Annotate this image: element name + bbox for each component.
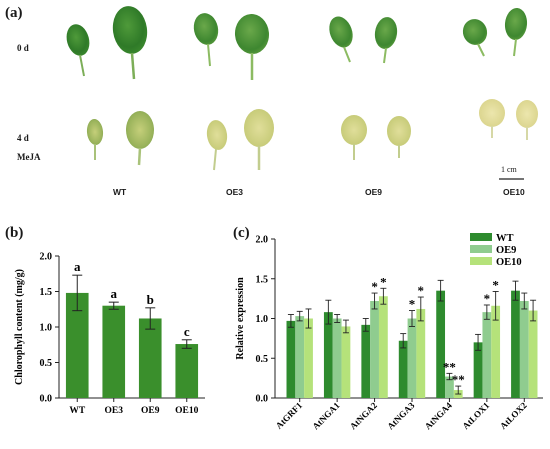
leaf-oe10-0d-small <box>462 19 488 57</box>
y-tick-label: 1.0 <box>256 314 269 325</box>
bar <box>304 318 313 398</box>
y-axis-title: Chlorophyll content (mg/g) <box>14 269 25 385</box>
genotype-label-wt: WT <box>113 187 127 197</box>
y-tick-label: 2.0 <box>256 235 269 246</box>
bar <box>361 324 371 398</box>
leaf-wt-0d-large <box>112 6 148 80</box>
bar <box>445 376 454 398</box>
bar <box>286 320 296 398</box>
legend-label: WT <box>496 233 514 244</box>
significance-marker: * <box>418 283 425 298</box>
bar <box>332 318 342 398</box>
bar <box>398 340 408 398</box>
bar <box>341 326 351 398</box>
panel-a-letter: (a) <box>5 5 23 21</box>
bar <box>473 342 483 398</box>
y-tick-label: 1.0 <box>40 323 53 334</box>
y-tick-label: 1.5 <box>40 287 53 298</box>
scale-bar-label: 1 cm <box>501 165 517 174</box>
significance-marker: * <box>492 277 499 292</box>
y-tick-label: 0.0 <box>40 394 53 405</box>
significance-marker: * <box>380 274 387 289</box>
y-tick-label: 0.0 <box>256 394 269 405</box>
row-label-day0: 0 d <box>17 43 29 53</box>
bar <box>491 305 501 398</box>
x-tick-label: AtNGA3 <box>385 400 416 431</box>
bar <box>436 290 446 398</box>
x-tick-label: WT <box>69 406 86 416</box>
row-label-day4: 4 d <box>17 133 29 143</box>
leaf-oe10-4d-small <box>479 99 505 138</box>
panel-c-letter: (c) <box>233 225 250 241</box>
bar <box>511 290 520 398</box>
x-tick-label: AtNGA4 <box>423 400 454 431</box>
legend-swatch <box>470 257 492 265</box>
legend-swatch <box>470 245 492 253</box>
y-tick-label: 2.0 <box>40 252 53 263</box>
genotype-label-oe3: OE3 <box>226 187 244 197</box>
x-tick-label: AtGRF1 <box>274 400 305 431</box>
bar <box>323 312 333 398</box>
genotype-label-oe10: OE10 <box>503 187 525 197</box>
bar <box>65 292 89 398</box>
leaf-photo-grid <box>66 6 538 180</box>
x-tick-label: AtLOX2 <box>498 400 529 431</box>
leaf-oe10-0d-large <box>504 8 528 57</box>
y-tick-label: 0.5 <box>40 358 53 369</box>
x-tick-label: AtLOX1 <box>461 400 492 431</box>
leaf-oe9-0d-large <box>374 17 398 64</box>
x-tick-label: AtNGA2 <box>348 400 379 431</box>
x-tick-label: OE9 <box>141 406 160 416</box>
leaf-oe3-0d-small <box>193 13 219 67</box>
leaf-oe3-4d-small <box>206 120 228 171</box>
leaf-oe3-0d-large <box>234 14 270 80</box>
bar <box>175 344 199 398</box>
leaf-wt-4d-large <box>126 111 154 166</box>
leaf-oe9-4d-large <box>387 116 411 158</box>
x-tick-label: AtNGA1 <box>310 400 341 431</box>
significance-marker: * <box>371 279 378 294</box>
chlorophyll-chart: 0.0 0.5 1.0 1.5 2.0 Chlorophyll content (mg/g… <box>14 252 205 416</box>
panel-b-letter: (b) <box>5 225 24 241</box>
leaf-oe10-4d-large <box>516 100 538 140</box>
bar <box>416 308 426 398</box>
x-tick-label: OE3 <box>105 406 124 416</box>
bar <box>138 318 162 398</box>
row-label-meja: MeJA <box>17 152 41 162</box>
y-tick-label: 1.5 <box>256 274 269 285</box>
significance-marker: * <box>409 297 416 312</box>
leaf-oe9-0d-small <box>329 16 353 63</box>
bar <box>528 310 538 398</box>
bar <box>102 305 126 398</box>
significance-letter: c <box>184 324 190 339</box>
significance-letter: a <box>111 286 118 301</box>
legend-label: OE10 <box>496 257 522 268</box>
x-tick-label: OE10 <box>175 406 198 416</box>
legend-swatch <box>470 233 492 241</box>
bar <box>519 301 529 398</box>
significance-marker: ** <box>452 372 465 387</box>
bar <box>295 316 305 398</box>
genotype-label-oe9: OE9 <box>365 187 383 197</box>
relative-expression-chart: 0.0 0.5 1.0 1.5 2.0 Relative expression AtGRF1… <box>235 233 543 431</box>
bar <box>370 301 379 398</box>
y-axis-title: Relative expression <box>235 277 246 360</box>
leaf-wt-0d-small <box>66 24 90 77</box>
bar <box>407 318 417 398</box>
significance-letter: b <box>147 292 154 307</box>
significance-marker: * <box>484 291 491 306</box>
significance-marker: ** <box>443 359 456 374</box>
significance-letter: a <box>74 259 81 274</box>
y-tick-label: 0.5 <box>256 354 269 365</box>
bar <box>482 312 492 398</box>
legend-label: OE9 <box>496 245 516 256</box>
leaf-wt-4d-small <box>86 119 104 160</box>
leaf-oe3-4d-large <box>244 109 274 170</box>
leaf-oe9-4d-small <box>341 115 367 160</box>
bar <box>378 296 388 398</box>
